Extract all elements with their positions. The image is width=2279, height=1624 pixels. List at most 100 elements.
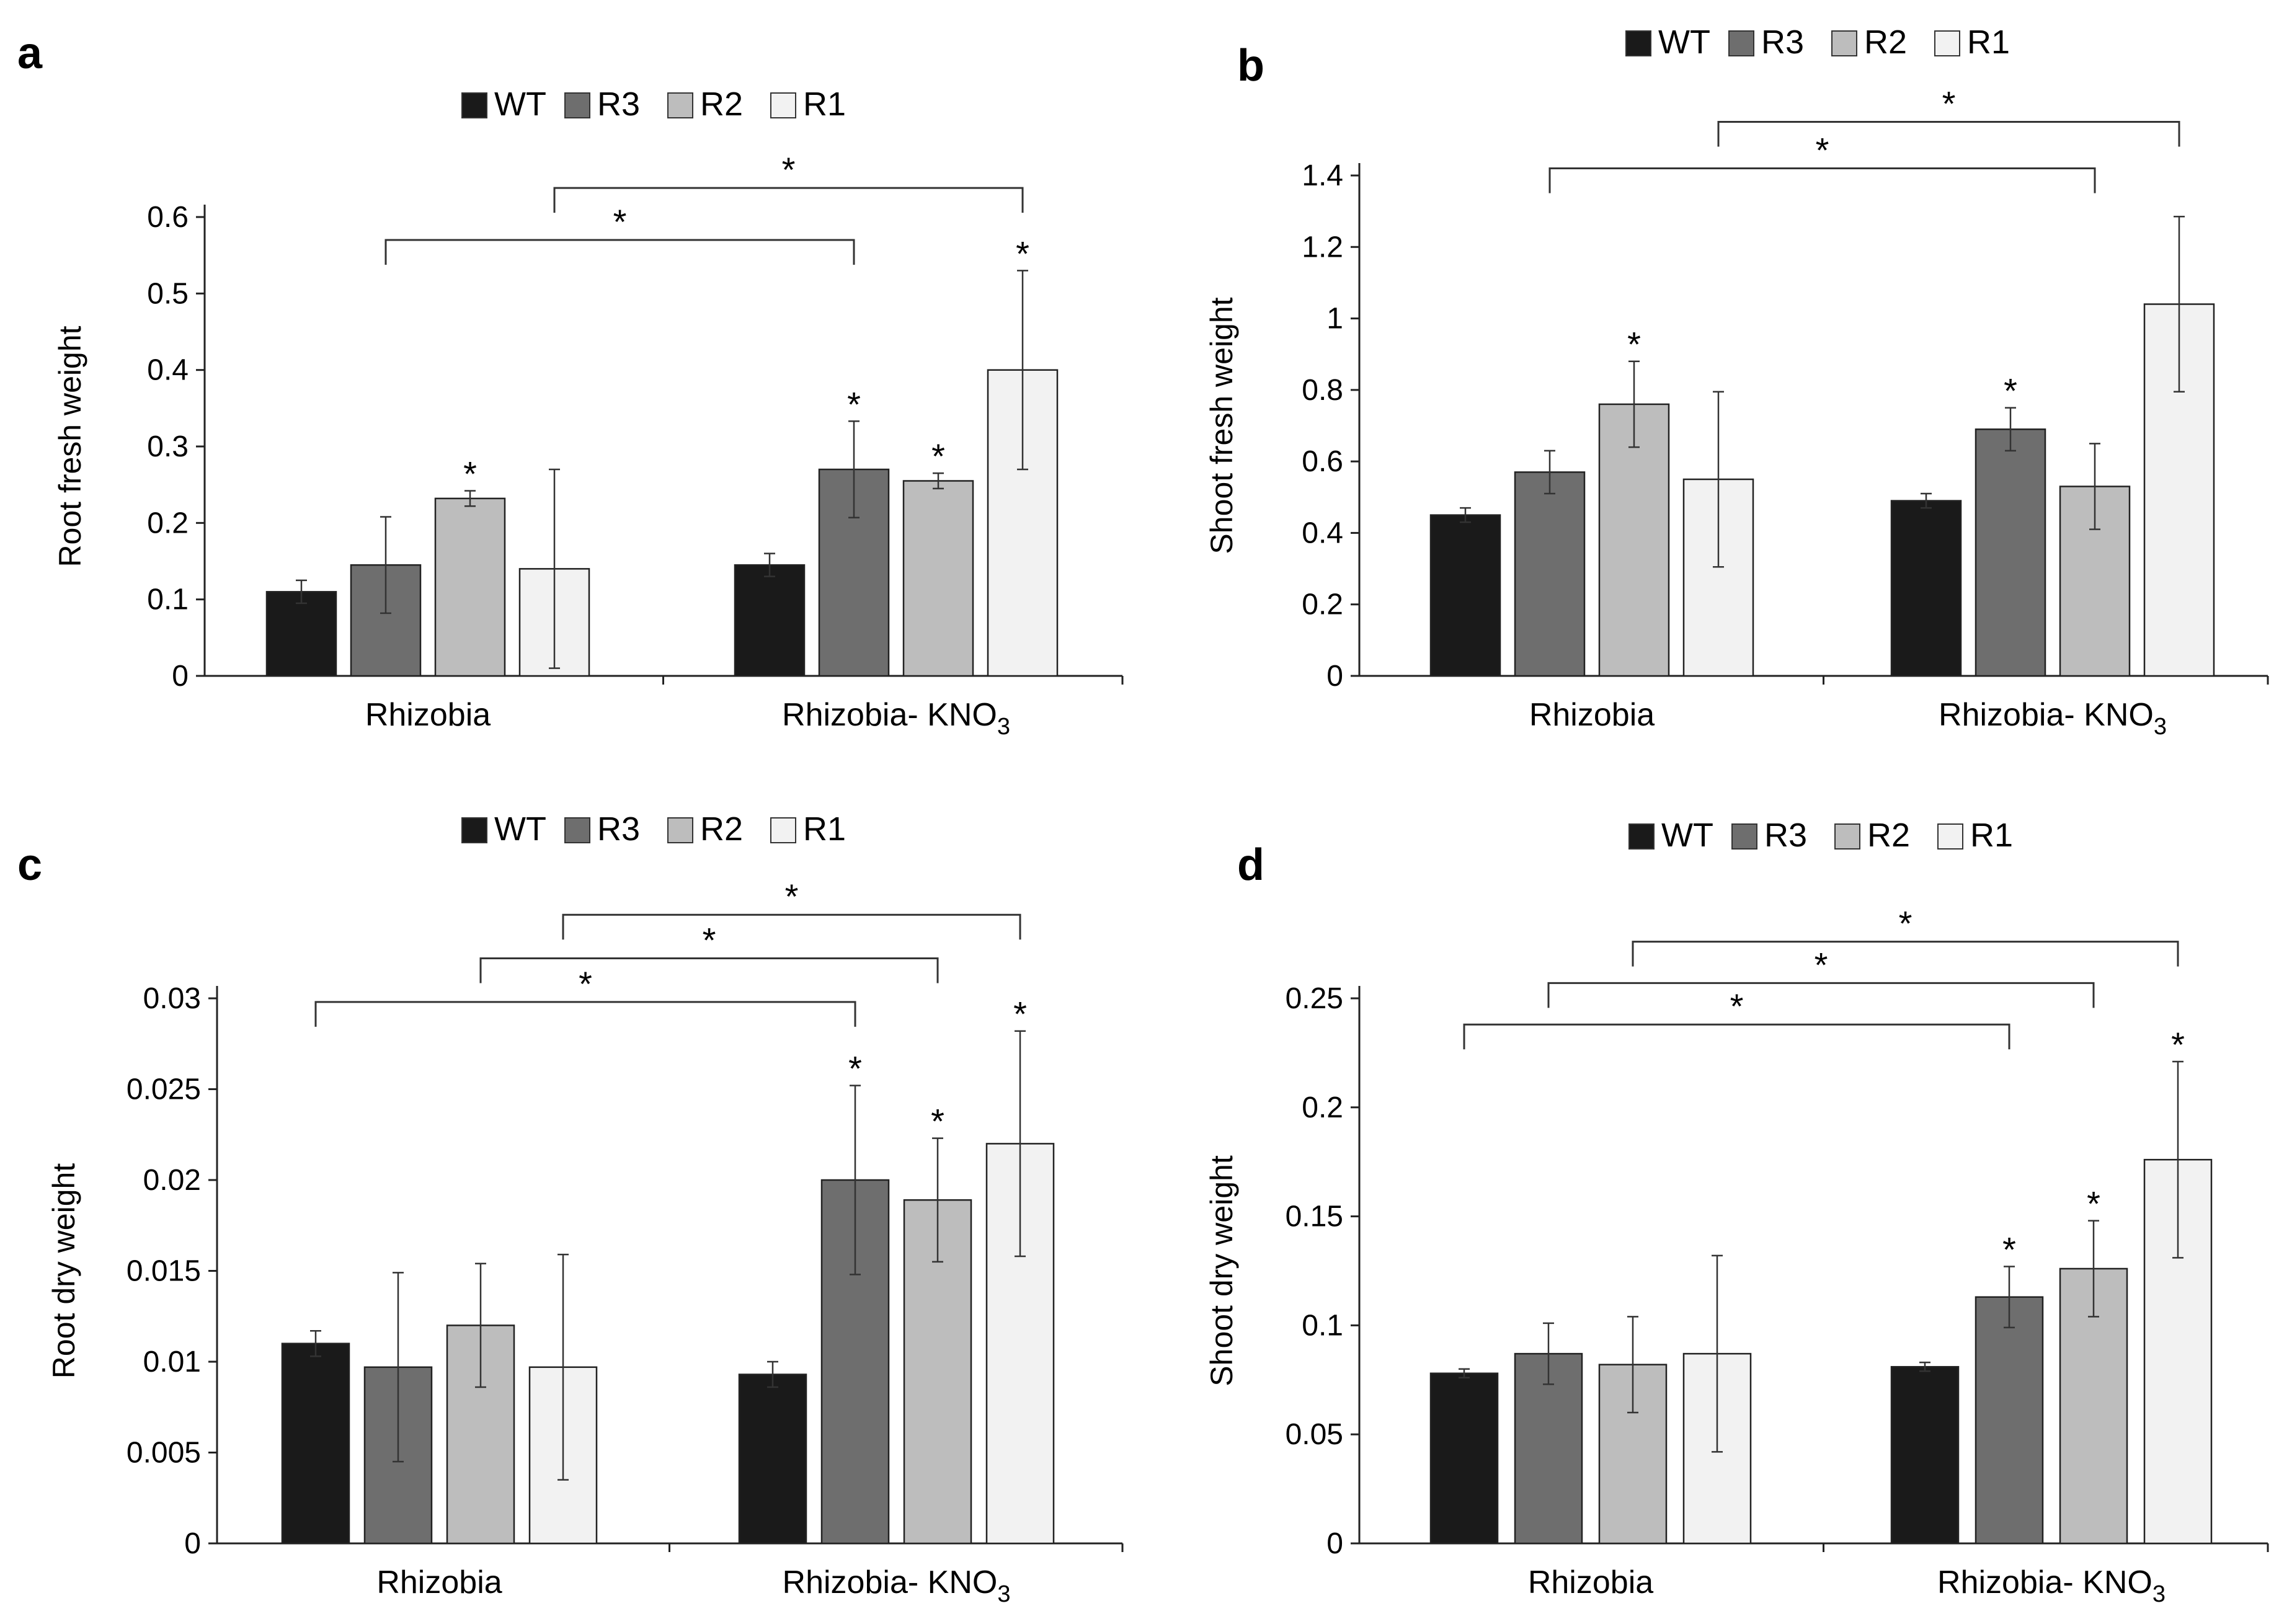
significance-star: * (1016, 234, 1029, 273)
significance-star: * (848, 1049, 862, 1088)
bracket-star: * (1899, 904, 1912, 943)
y-tick-label: 0.8 (1302, 374, 1343, 407)
y-tick-label: 0.4 (1302, 517, 1343, 549)
y-tick-label: 1 (1326, 303, 1343, 335)
x-category-label: Rhizobia- KNO3 (1939, 697, 2167, 740)
significance-bracket: * (553, 150, 1024, 213)
bar-r2 (434, 497, 506, 677)
significance-star: * (847, 384, 861, 424)
legend-label-r3: R3 (1764, 817, 1807, 854)
y-tick-label: 1.2 (1302, 231, 1343, 264)
y-tick-label: 1.4 (1302, 159, 1343, 192)
x-category-label: Rhizobia (376, 1564, 502, 1600)
legend-swatch-r1 (770, 817, 796, 843)
significance-star: * (2002, 1230, 2016, 1269)
y-tick-label: 0.025 (127, 1073, 201, 1106)
x-category-label: Rhizobia (365, 697, 491, 733)
panel-label: d (1237, 840, 1264, 890)
bar-chart-b: b WT R3 R2 R1 0 0.2 0.4 0.6 0.8 1 1.2 1.4 Shoot fresh… (1204, 24, 2269, 740)
y-axis-label: Shoot dry weight (1204, 1155, 1239, 1387)
legend-label-r3: R3 (597, 812, 640, 848)
bar-wt (1890, 500, 1962, 677)
bracket-star: * (579, 964, 592, 1003)
bracket-line (1548, 167, 2096, 193)
significance-bracket: * (314, 964, 856, 1027)
bar-r3 (1514, 471, 1586, 677)
legend-label-wt: WT (1661, 817, 1713, 854)
legend-label-wt: WT (494, 812, 546, 848)
legend-swatch-wt (461, 92, 487, 118)
legend-label-r1: R1 (803, 812, 846, 848)
legend-swatch-r3 (564, 92, 590, 118)
bracket-star: * (1815, 945, 1828, 984)
bracket-star: * (785, 877, 799, 916)
bar-wt (1429, 514, 1501, 677)
bracket-star: * (703, 921, 716, 960)
legend: WT R3 R2 R1 (461, 812, 846, 848)
subscript: 3 (997, 714, 1010, 740)
y-tick-label: 0.3 (147, 430, 189, 463)
significance-bracket: * (1548, 130, 2096, 193)
chart-panel-a: a WT R3 R2 R1 0 0.1 0.2 0.3 0.4 0.5 0.6 Root fresh w… (0, 0, 1139, 812)
y-tick-label: 0.05 (1286, 1418, 1343, 1451)
bracket-star: * (782, 150, 796, 189)
y-tick-label: 0 (184, 1527, 201, 1560)
y-axis-label: Root dry weight (47, 1163, 81, 1378)
bar-chart-c: c WT R3 R2 R1 0 0.005 0.01 0.015 0.02 0.025 0.03 Roo… (17, 812, 1124, 1607)
significance-bracket: * (1547, 945, 2095, 1008)
chart-panel-b: b WT R3 R2 R1 0 0.2 0.4 0.6 0.8 1 1.2 1.4 Shoot fresh… (1139, 0, 2278, 812)
significance-star: * (931, 437, 945, 476)
legend-label-wt: WT (1658, 24, 1710, 61)
y-tick-label: 0.1 (1302, 1309, 1343, 1342)
significance-star: * (2171, 1025, 2185, 1064)
x-category-label: Rhizobia- KNO3 (783, 1564, 1011, 1607)
y-tick-label: 0.6 (147, 201, 189, 234)
y-tick-label: 0.2 (1302, 588, 1343, 621)
bar-r3 (1975, 1296, 2044, 1545)
x-category-label: Rhizobia- KNO3 (1937, 1564, 2166, 1607)
panel-label: a (17, 29, 43, 78)
y-axis-label: Root fresh weight (53, 326, 87, 567)
bar-r2 (902, 480, 974, 677)
bar-wt (734, 564, 806, 677)
subscript: 3 (2152, 1581, 2166, 1607)
panel-label: c (17, 840, 42, 890)
bar-wt (738, 1373, 807, 1545)
y-tick-label: 0.03 (143, 982, 201, 1015)
legend-label-r3: R3 (1761, 24, 1804, 61)
y-tick-label: 0.5 (147, 277, 189, 310)
bar-wt (1429, 1372, 1499, 1545)
bar-wt (265, 591, 337, 677)
legend-swatch-r1 (770, 92, 796, 118)
y-tick-label: 0.005 (127, 1437, 201, 1470)
bracket-line (1463, 1023, 2010, 1050)
subscript: 3 (2154, 714, 2167, 740)
bracket-line (1547, 982, 2095, 1008)
bracket-star: * (1942, 84, 1956, 123)
bar-wt (1890, 1365, 1960, 1545)
bracket-line (553, 187, 1024, 213)
y-tick-label: 0.01 (143, 1346, 201, 1378)
bar-chart-a: a WT R3 R2 R1 0 0.1 0.2 0.3 0.4 0.5 0.6 Root fresh w… (17, 29, 1124, 740)
bar-r3 (1514, 1352, 1583, 1545)
significance-bracket: * (562, 877, 1021, 940)
y-tick-label: 0 (172, 660, 189, 693)
bar-r3 (1975, 428, 2046, 677)
y-tick-label: 0.6 (1302, 445, 1343, 478)
x-category-label: Rhizobia- KNO3 (782, 697, 1010, 740)
significance-bracket: * (1632, 904, 2179, 967)
legend: WT R3 R2 R1 (1628, 817, 2013, 854)
significance-star: * (2087, 1184, 2100, 1223)
y-tick-label: 0.2 (147, 507, 189, 539)
legend-swatch-wt (1628, 823, 1655, 850)
significance-bracket: * (479, 921, 939, 983)
panel-label: b (1237, 41, 1264, 91)
legend-label-r1: R1 (1967, 24, 2010, 61)
bracket-line (1717, 121, 2180, 147)
y-tick-label: 0.4 (147, 354, 189, 387)
bracket-line (1632, 941, 2179, 967)
y-tick-label: 0.1 (147, 583, 189, 616)
subscript: 3 (997, 1581, 1010, 1607)
legend-swatch-wt (461, 817, 487, 843)
chart-panel-c: c WT R3 R2 R1 0 0.005 0.01 0.015 0.02 0.025 0.03 Roo… (0, 812, 1139, 1623)
